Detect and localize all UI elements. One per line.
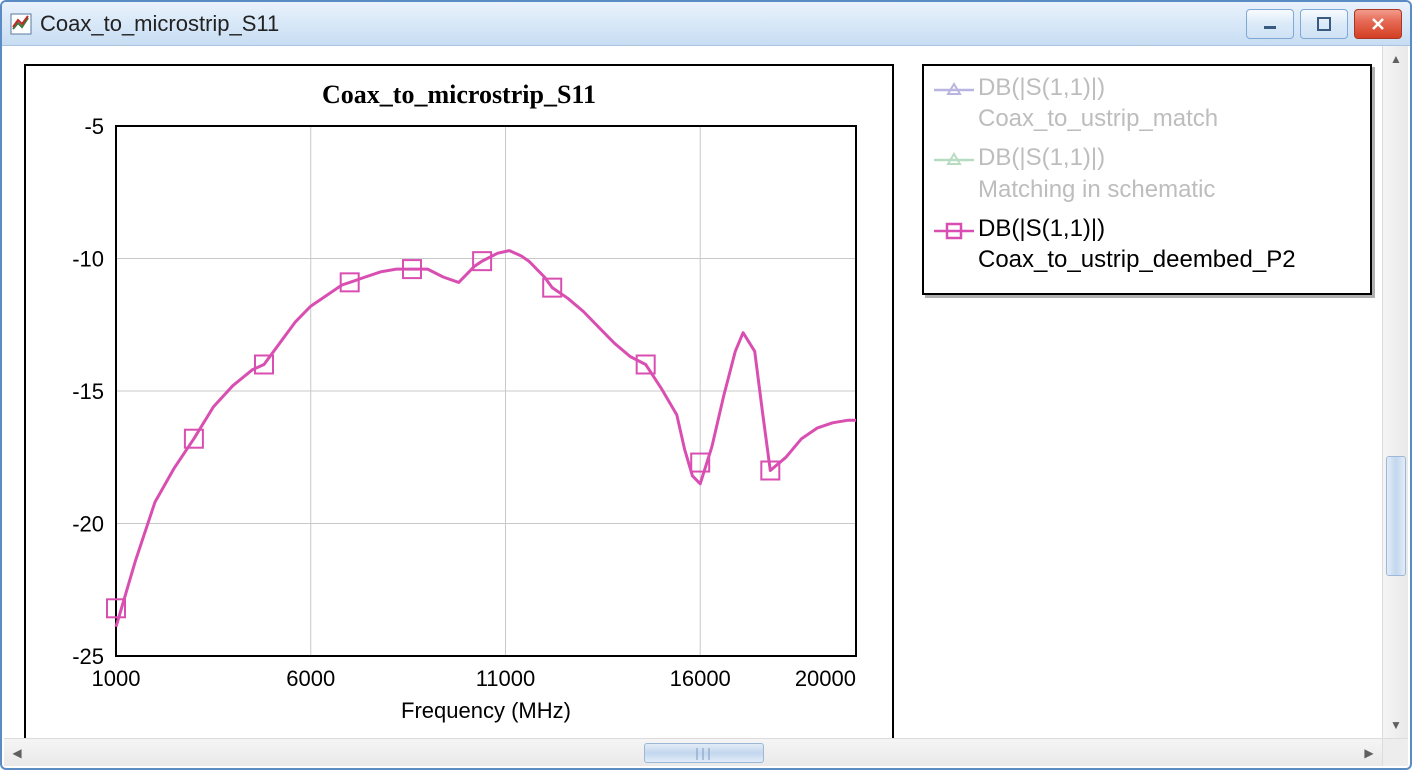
scroll-up-icon[interactable]: ▲ [1383,46,1409,72]
scroll-corner [1382,738,1408,766]
plot-area: -25-20-15-10-510006000110001600020000Fre… [116,126,856,656]
legend-item-1[interactable]: DB(|S(1,1)|)Matching in schematic [934,142,1360,204]
content-area: Coax_to_microstrip_S11 -25-20-15-10-5100… [4,46,1408,766]
window-controls [1246,9,1402,39]
maximize-button[interactable] [1300,9,1348,39]
titlebar[interactable]: Coax_to_microstrip_S11 [2,2,1410,46]
horizontal-scrollbar[interactable]: ◀ ▶ [4,738,1382,766]
svg-text:11000: 11000 [476,666,536,691]
chart-icon [10,13,32,35]
triangle-marker-icon [934,146,974,174]
minimize-button[interactable] [1246,9,1294,39]
scroll-left-icon[interactable]: ◀ [4,739,30,767]
svg-text:6000: 6000 [286,666,335,691]
legend-label: DB(|S(1,1)|)Matching in schematic [978,142,1215,204]
horizontal-scroll-thumb[interactable] [644,743,764,763]
svg-text:-10: -10 [72,247,104,272]
svg-text:-5: -5 [84,114,104,139]
legend-label: DB(|S(1,1)|)Coax_to_ustrip_deembed_P2 [978,213,1296,275]
chart-title: Coax_to_microstrip_S11 [26,80,892,110]
vertical-scrollbar[interactable]: ▲ ▼ [1382,46,1408,738]
legend-item-2[interactable]: DB(|S(1,1)|)Coax_to_ustrip_deembed_P2 [934,213,1360,275]
svg-text:16000: 16000 [670,666,731,691]
chart-svg: -25-20-15-10-510006000110001600020000Fre… [116,126,856,656]
legend-label: DB(|S(1,1)|)Coax_to_ustrip_match [978,72,1218,134]
window-title: Coax_to_microstrip_S11 [40,11,1246,37]
triangle-marker-icon [934,76,974,104]
svg-text:-15: -15 [72,379,104,404]
scroll-down-icon[interactable]: ▼ [1383,712,1409,738]
svg-text:Frequency (MHz): Frequency (MHz) [401,698,571,723]
plot-panel: Coax_to_microstrip_S11 -25-20-15-10-5100… [24,64,894,742]
vertical-scroll-thumb[interactable] [1386,456,1406,576]
legend-panel[interactable]: DB(|S(1,1)|)Coax_to_ustrip_match DB(|S(1,… [922,64,1372,295]
svg-text:-20: -20 [72,512,104,537]
scroll-right-icon[interactable]: ▶ [1356,739,1382,767]
app-window: Coax_to_microstrip_S11 Coax_to_microstri… [0,0,1412,770]
svg-text:1000: 1000 [92,666,141,691]
svg-text:20000: 20000 [795,666,856,691]
square-marker-icon [934,217,974,245]
close-button[interactable] [1354,9,1402,39]
legend-item-0[interactable]: DB(|S(1,1)|)Coax_to_ustrip_match [934,72,1360,134]
